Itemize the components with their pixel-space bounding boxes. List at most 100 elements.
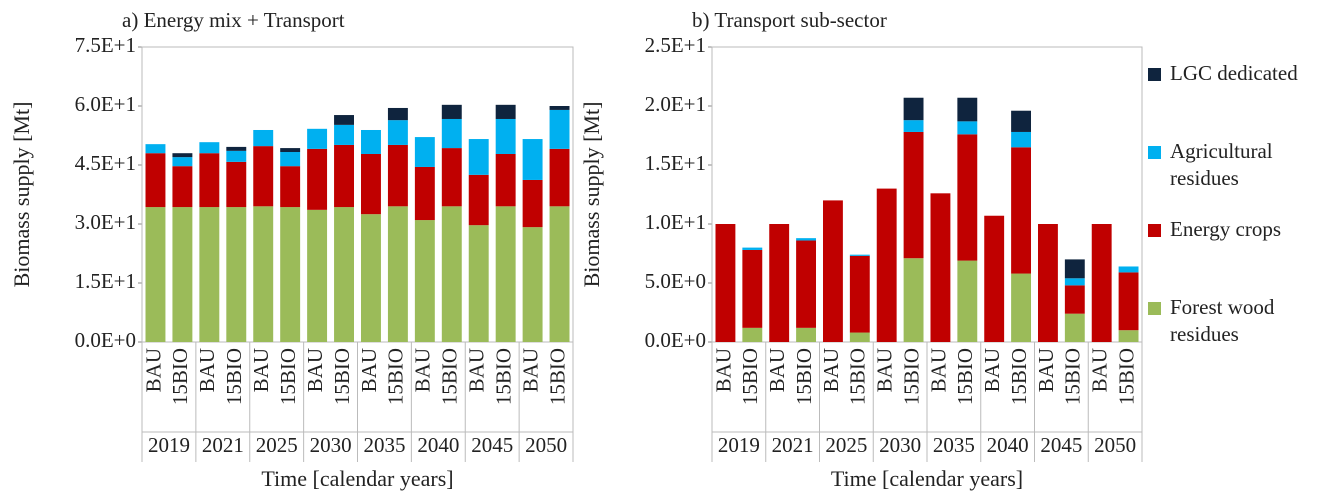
legend: LGC dedicated Agricultural residues Energy… (1148, 60, 1313, 372)
bar-segment (280, 166, 301, 208)
bar-segment (253, 206, 274, 342)
bar-segment (495, 118, 516, 154)
bar-segment (441, 104, 462, 119)
bar-segment (226, 150, 247, 162)
x-group-label: 2025 (256, 433, 298, 457)
bar-segment (495, 206, 516, 342)
x-tick-label: BAU (357, 348, 381, 392)
bar-segment (387, 120, 408, 145)
bar-segment (307, 209, 328, 342)
x-tick-label: BAU (711, 348, 735, 392)
x-tick-label: 15BIO (276, 348, 300, 405)
bar-segment (145, 207, 166, 342)
legend-label: Energy crops (1170, 217, 1281, 241)
bar-segment (549, 148, 570, 207)
legend-item: Agricultural residues (1148, 138, 1313, 216)
bar-segment (468, 225, 489, 342)
bar-segment (930, 193, 951, 342)
x-group-label: 2045 (471, 433, 513, 457)
bar-segment (280, 207, 301, 342)
bar-segment (1011, 131, 1032, 148)
chart-title: b) Transport sub-sector (692, 8, 887, 32)
bar-segment (742, 327, 763, 342)
x-tick-label: 15BIO (738, 348, 762, 405)
x-tick-label: 15BIO (899, 348, 923, 405)
bar-segment (199, 207, 220, 342)
bar-segment (280, 152, 301, 167)
bar-segment (1064, 259, 1085, 279)
bar-segment (549, 109, 570, 149)
legend-item: LGC dedicated (1148, 60, 1313, 138)
x-tick-label: 15BIO (491, 348, 515, 405)
bar-segment (441, 206, 462, 342)
bar-segment (307, 148, 328, 210)
x-group-label: 2035 (363, 433, 405, 457)
x-axis-label: Time [calendar years] (261, 466, 453, 491)
bar-segment (199, 142, 220, 154)
bar-segment (796, 240, 817, 328)
bar-segment (387, 107, 408, 121)
bar-segment (742, 247, 763, 250)
y-tick-label: 1.5E+1 (75, 269, 136, 293)
y-tick-label: 2.0E+1 (645, 92, 706, 116)
bar-segment (769, 224, 790, 342)
bar-segment (172, 157, 193, 167)
bar-segment (280, 148, 301, 153)
bar-segment (172, 207, 193, 342)
x-tick-label: 15BIO (953, 348, 977, 405)
chart-title: a) Energy mix + Transport (122, 8, 345, 32)
bar-segment (849, 254, 870, 256)
x-tick-label: 15BIO (846, 348, 870, 405)
bar-segment (226, 161, 247, 208)
y-axis-label: Biomass supply [Mt] (579, 102, 604, 288)
bar-segment (307, 128, 328, 149)
bar-segment (1064, 313, 1085, 342)
x-tick-label: BAU (1088, 348, 1112, 392)
x-tick-label: BAU (411, 348, 435, 392)
y-tick-label: 3.0E+1 (75, 210, 136, 234)
bar-segment (1118, 330, 1139, 342)
bar-segment (253, 146, 274, 207)
x-tick-label: BAU (518, 348, 542, 392)
x-tick-label: 15BIO (1114, 348, 1138, 405)
bar-segment (361, 153, 381, 215)
x-group-label: 2021 (202, 433, 244, 457)
bar-segment (334, 207, 354, 342)
bar-segment (849, 255, 870, 333)
bar-segment (226, 207, 247, 342)
bar-segment (822, 200, 843, 342)
bar-segment (414, 166, 435, 221)
x-tick-label: 15BIO (545, 348, 569, 405)
bar-segment (1011, 147, 1032, 274)
x-group-label: 2025 (825, 433, 867, 457)
x-tick-label: BAU (819, 348, 843, 392)
bar-segment (387, 206, 408, 342)
x-tick-label: BAU (765, 348, 789, 392)
x-group-label: 2030 (879, 433, 921, 457)
legend-swatch (1148, 224, 1161, 237)
bar-segment (145, 153, 166, 208)
y-tick-label: 1.5E+1 (645, 151, 706, 175)
bar-segment (549, 106, 570, 110)
bar-segment (441, 148, 462, 207)
x-tick-label: BAU (1034, 348, 1058, 392)
bar-segment (1011, 110, 1032, 132)
x-tick-label: BAU (195, 348, 219, 392)
x-tick-label: 15BIO (222, 348, 246, 405)
bar-segment (849, 332, 870, 342)
bar-segment (742, 249, 763, 328)
x-group-label: 2040 (417, 433, 459, 457)
legend-swatch (1148, 68, 1161, 81)
bar-segment (796, 327, 817, 342)
x-group-label: 2040 (987, 433, 1029, 457)
legend-label: LGC dedicated (1170, 61, 1298, 85)
bar-segment (414, 137, 435, 167)
y-tick-label: 0.0E+0 (75, 328, 136, 352)
bar-segment (253, 129, 274, 147)
bar-segment (522, 227, 543, 342)
bar-segment (549, 206, 570, 342)
x-tick-label: 15BIO (792, 348, 816, 405)
x-group-label: 2021 (772, 433, 814, 457)
legend-swatch (1148, 302, 1161, 315)
x-group-label: 2030 (310, 433, 352, 457)
